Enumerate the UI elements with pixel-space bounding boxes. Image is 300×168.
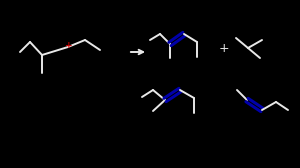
Text: +: + — [219, 41, 229, 54]
Text: +: + — [65, 41, 73, 51]
